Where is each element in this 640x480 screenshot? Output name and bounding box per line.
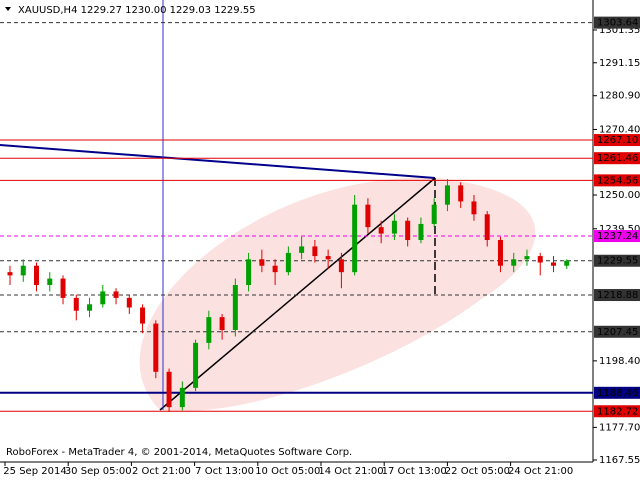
y-tick-label: 1280.90: [599, 91, 640, 102]
x-tick-label: 2 Oct 21:00: [132, 466, 191, 477]
x-tick-label: 25 Sep 2014: [3, 466, 66, 477]
candle-body: [100, 291, 106, 305]
candle-body: [497, 240, 503, 266]
level-label: 1303.64: [597, 18, 638, 29]
candle-body: [524, 256, 530, 260]
y-tick-label: 1239.50: [599, 224, 640, 235]
candle-body: [418, 223, 424, 241]
level-label-bg: [594, 386, 640, 399]
candle-body: [378, 227, 384, 234]
level-label: 1218.88: [597, 290, 638, 301]
candle-body: [113, 291, 119, 298]
x-tick-label: 7 Oct 13:00: [195, 466, 254, 477]
candle-body: [140, 307, 146, 324]
candle-body: [564, 260, 570, 266]
level-label: 1267.10: [597, 135, 638, 146]
candle-body: [511, 259, 517, 266]
candle-body: [232, 285, 238, 331]
level-label-bg: [594, 254, 640, 267]
menu-arrow: [5, 7, 11, 11]
candle-body: [60, 278, 66, 298]
candle-body: [365, 204, 371, 228]
candle-body: [312, 246, 318, 257]
x-tick-label: 14 Oct 21:00: [318, 466, 383, 477]
x-tick-label: 10 Oct 05:00: [255, 466, 320, 477]
candle-body: [166, 371, 172, 408]
candle-body: [7, 272, 13, 276]
level-label: 1229.55: [597, 256, 638, 267]
level-label-bg: [594, 325, 640, 338]
candle-body: [272, 265, 278, 273]
candle-body: [484, 214, 490, 241]
candle-body: [73, 297, 79, 311]
candle-body: [391, 220, 397, 234]
trend-line: [0, 144, 436, 179]
candle-body: [431, 204, 437, 224]
level-label: 1254.56: [597, 175, 638, 186]
y-tick-label: 1270.40: [599, 124, 640, 135]
y-tick-label: 1198.40: [599, 356, 640, 367]
candle-body: [537, 256, 543, 263]
candle-body: [458, 185, 464, 202]
level-label-bg: [594, 230, 640, 243]
level-label-bg: [594, 174, 640, 187]
x-tick-label: 22 Oct 05:00: [445, 466, 510, 477]
candle-body: [193, 342, 199, 388]
level-label: 1182.72: [597, 406, 638, 417]
candle-body: [405, 220, 411, 241]
candle-body: [219, 317, 225, 331]
candle-body: [153, 323, 159, 372]
candle-body: [179, 387, 185, 408]
level-label-bg: [594, 152, 640, 165]
candle-body: [444, 185, 450, 205]
level-label: 1261.46: [597, 153, 638, 164]
x-tick-label: 17 Oct 13:00: [382, 466, 447, 477]
y-tick-label: 1167.55: [599, 455, 640, 466]
candle-body: [47, 278, 53, 286]
candle-body: [206, 317, 212, 343]
candle-body: [325, 256, 331, 260]
x-tick-label: 30 Sep 05:00: [65, 466, 132, 477]
candle-body: [471, 201, 477, 215]
chart-title: XAUUSD,H4 1229.27 1230.00 1229.03 1229.5…: [18, 5, 256, 16]
level-label-bg: [594, 289, 640, 302]
candle-body: [285, 252, 291, 273]
level-label: 1188.46: [597, 388, 638, 399]
y-tick-label: 1301.35: [599, 25, 640, 36]
candle-body: [246, 259, 252, 286]
level-label-bg: [594, 405, 640, 418]
y-tick-label: 1250.00: [599, 190, 640, 201]
candle-body: [338, 259, 344, 273]
level-label-bg: [594, 16, 640, 29]
candle-body: [299, 246, 305, 253]
y-tick-label: 1291.15: [599, 58, 640, 69]
candle-body: [352, 204, 358, 273]
level-label: 1207.45: [597, 327, 638, 338]
x-tick-label: 24 Oct 21:00: [508, 466, 573, 477]
trend-line: [159, 177, 436, 411]
candle-body: [20, 265, 26, 276]
candle-body: [126, 297, 132, 308]
level-label-bg: [594, 134, 640, 147]
y-tick-label: 1177.70: [599, 422, 640, 433]
level-label: 1237.24: [597, 231, 638, 242]
candle-body: [34, 265, 40, 286]
footer: RoboForex - MetaTrader 4, © 2001-2014, M…: [6, 447, 352, 458]
candle-body: [87, 304, 93, 311]
candle-body: [550, 262, 556, 266]
candle-body: [259, 259, 265, 266]
